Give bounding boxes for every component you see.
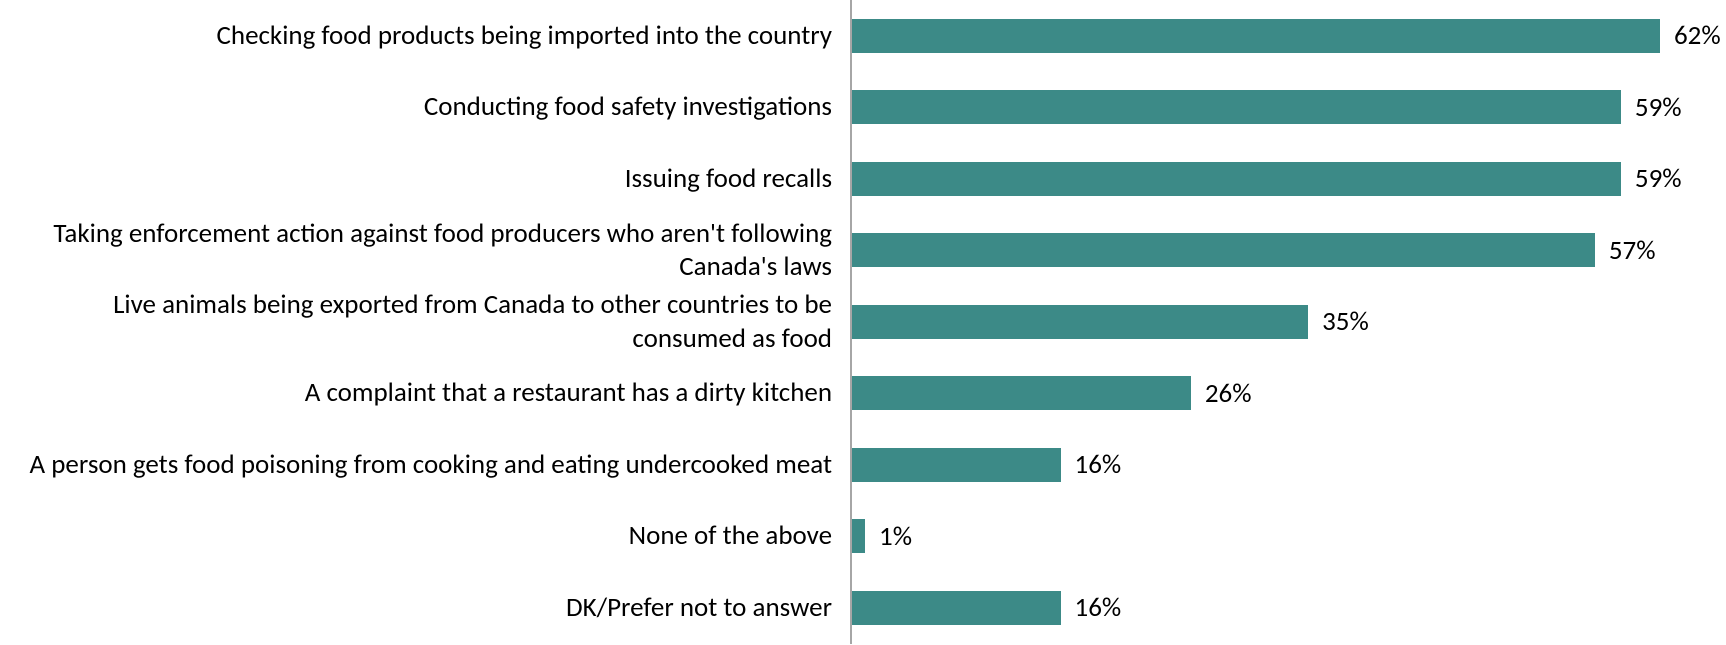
plot-cell: 57% [850, 215, 1726, 287]
chart-row: A complaint that a restaurant has a dirt… [0, 358, 1726, 430]
bar [852, 448, 1061, 482]
category-label: None of the above [0, 519, 850, 553]
category-label: Conducting food safety investigations [0, 90, 850, 124]
chart-row: DK/Prefer not to answer 16% [0, 572, 1726, 644]
chart-row: A person gets food poisoning from cookin… [0, 429, 1726, 501]
chart-row: Issuing food recalls 59% [0, 143, 1726, 215]
value-label: 16% [1075, 448, 1122, 481]
plot-cell: 26% [850, 358, 1726, 430]
chart-row: Conducting food safety investigations 59% [0, 72, 1726, 144]
bar [852, 90, 1621, 124]
category-label: Issuing food recalls [0, 162, 850, 196]
value-label: 57% [1609, 234, 1656, 267]
value-label: 35% [1322, 305, 1369, 338]
bar [852, 19, 1660, 53]
value-label: 59% [1635, 162, 1682, 195]
chart-row: None of the above 1% [0, 501, 1726, 573]
value-label: 16% [1075, 591, 1122, 624]
value-label: 59% [1635, 91, 1682, 124]
plot-cell: 59% [850, 143, 1726, 215]
bar [852, 519, 865, 553]
category-label: A person gets food poisoning from cookin… [0, 448, 850, 482]
value-label: 26% [1205, 377, 1252, 410]
plot-cell: 16% [850, 572, 1726, 644]
category-label: Taking enforcement action against food p… [0, 217, 850, 285]
chart-row: Taking enforcement action against food p… [0, 215, 1726, 287]
horizontal-bar-chart: Checking food products being imported in… [0, 0, 1726, 645]
plot-cell: 1% [850, 501, 1726, 573]
bar [852, 591, 1061, 625]
plot-cell: 35% [850, 286, 1726, 358]
chart-row: Checking food products being imported in… [0, 0, 1726, 72]
category-label: DK/Prefer not to answer [0, 591, 850, 625]
category-label: A complaint that a restaurant has a dirt… [0, 376, 850, 410]
chart-row: Live animals being exported from Canada … [0, 286, 1726, 358]
value-label: 1% [879, 520, 912, 553]
bar [852, 233, 1595, 267]
bar [852, 305, 1308, 339]
bar [852, 376, 1191, 410]
plot-cell: 59% [850, 72, 1726, 144]
bar [852, 162, 1621, 196]
category-label: Live animals being exported from Canada … [0, 288, 850, 356]
value-label: 62% [1674, 19, 1721, 52]
plot-cell: 16% [850, 429, 1726, 501]
category-label: Checking food products being imported in… [0, 19, 850, 53]
plot-cell: 62% [850, 0, 1726, 72]
